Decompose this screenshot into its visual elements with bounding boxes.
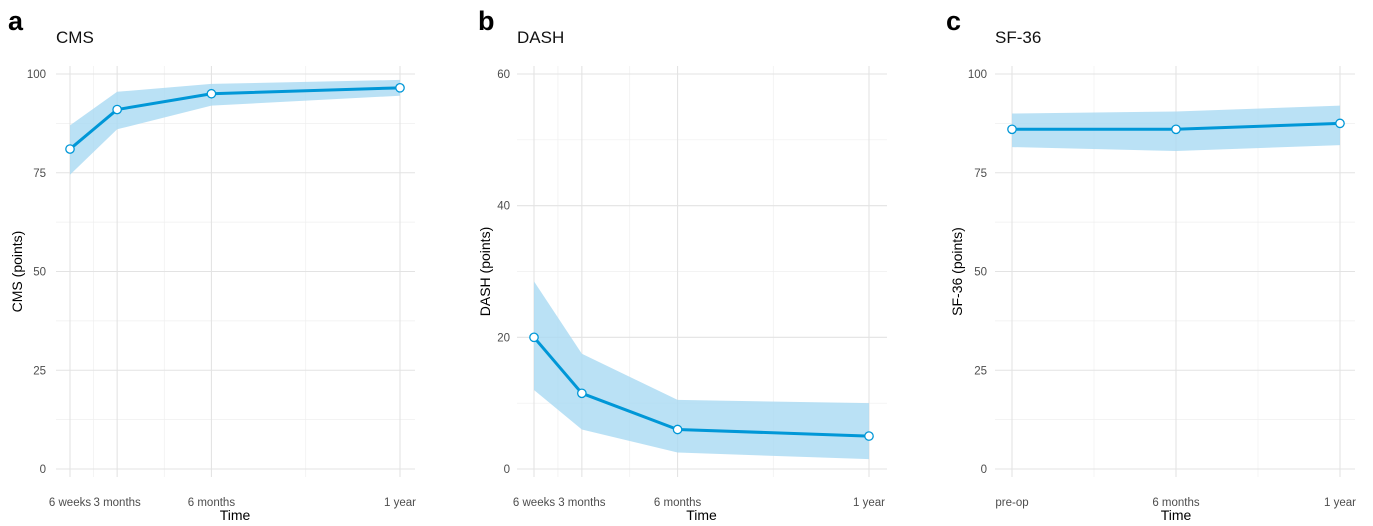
x-tick-label: 6 weeks xyxy=(49,497,91,509)
data-point xyxy=(207,90,215,98)
data-point xyxy=(865,432,873,440)
data-point xyxy=(1172,125,1180,133)
x-tick-label: pre-op xyxy=(995,497,1028,509)
y-tick-label: 60 xyxy=(497,69,510,81)
x-axis-label: Time xyxy=(686,507,717,523)
data-point xyxy=(113,105,121,113)
y-tick-label: 75 xyxy=(33,168,46,180)
x-axis-label: Time xyxy=(1161,507,1192,523)
y-tick-label: 100 xyxy=(27,69,46,81)
y-axis-label: CMS (points) xyxy=(9,231,25,313)
data-point xyxy=(1336,119,1344,127)
x-tick-label: 1 year xyxy=(384,497,416,509)
x-tick-label: 1 year xyxy=(1324,497,1356,509)
panel-letter: a xyxy=(8,6,24,36)
chart-title: DASH xyxy=(517,28,564,47)
x-tick-label: 3 months xyxy=(93,497,141,509)
y-axis-label: DASH (points) xyxy=(477,227,493,316)
x-tick-label: 6 weeks xyxy=(513,497,555,509)
data-point xyxy=(66,145,74,153)
y-tick-label: 40 xyxy=(497,201,510,213)
data-point xyxy=(578,389,586,397)
y-tick-label: 0 xyxy=(504,464,510,476)
confidence-band xyxy=(534,281,869,459)
y-axis-label: SF-36 (points) xyxy=(949,227,965,316)
panel-letter: b xyxy=(478,6,495,36)
y-tick-label: 25 xyxy=(33,365,46,377)
y-tick-label: 25 xyxy=(974,365,987,377)
y-tick-label: 75 xyxy=(974,168,987,180)
y-tick-label: 100 xyxy=(968,69,987,81)
data-point xyxy=(673,425,681,433)
y-tick-label: 50 xyxy=(974,267,987,279)
y-tick-label: 50 xyxy=(33,267,46,279)
x-tick-label: 3 months xyxy=(558,497,606,509)
chart-title: SF-36 xyxy=(995,28,1041,47)
x-axis-label: Time xyxy=(220,507,251,523)
y-tick-label: 0 xyxy=(981,464,987,476)
data-point xyxy=(396,84,404,92)
data-point xyxy=(530,333,538,341)
y-tick-label: 20 xyxy=(497,332,510,344)
y-tick-label: 0 xyxy=(40,464,46,476)
x-tick-label: 1 year xyxy=(853,497,885,509)
panel-letter: c xyxy=(946,6,961,36)
chart-title: CMS xyxy=(56,28,94,47)
data-point xyxy=(1008,125,1016,133)
